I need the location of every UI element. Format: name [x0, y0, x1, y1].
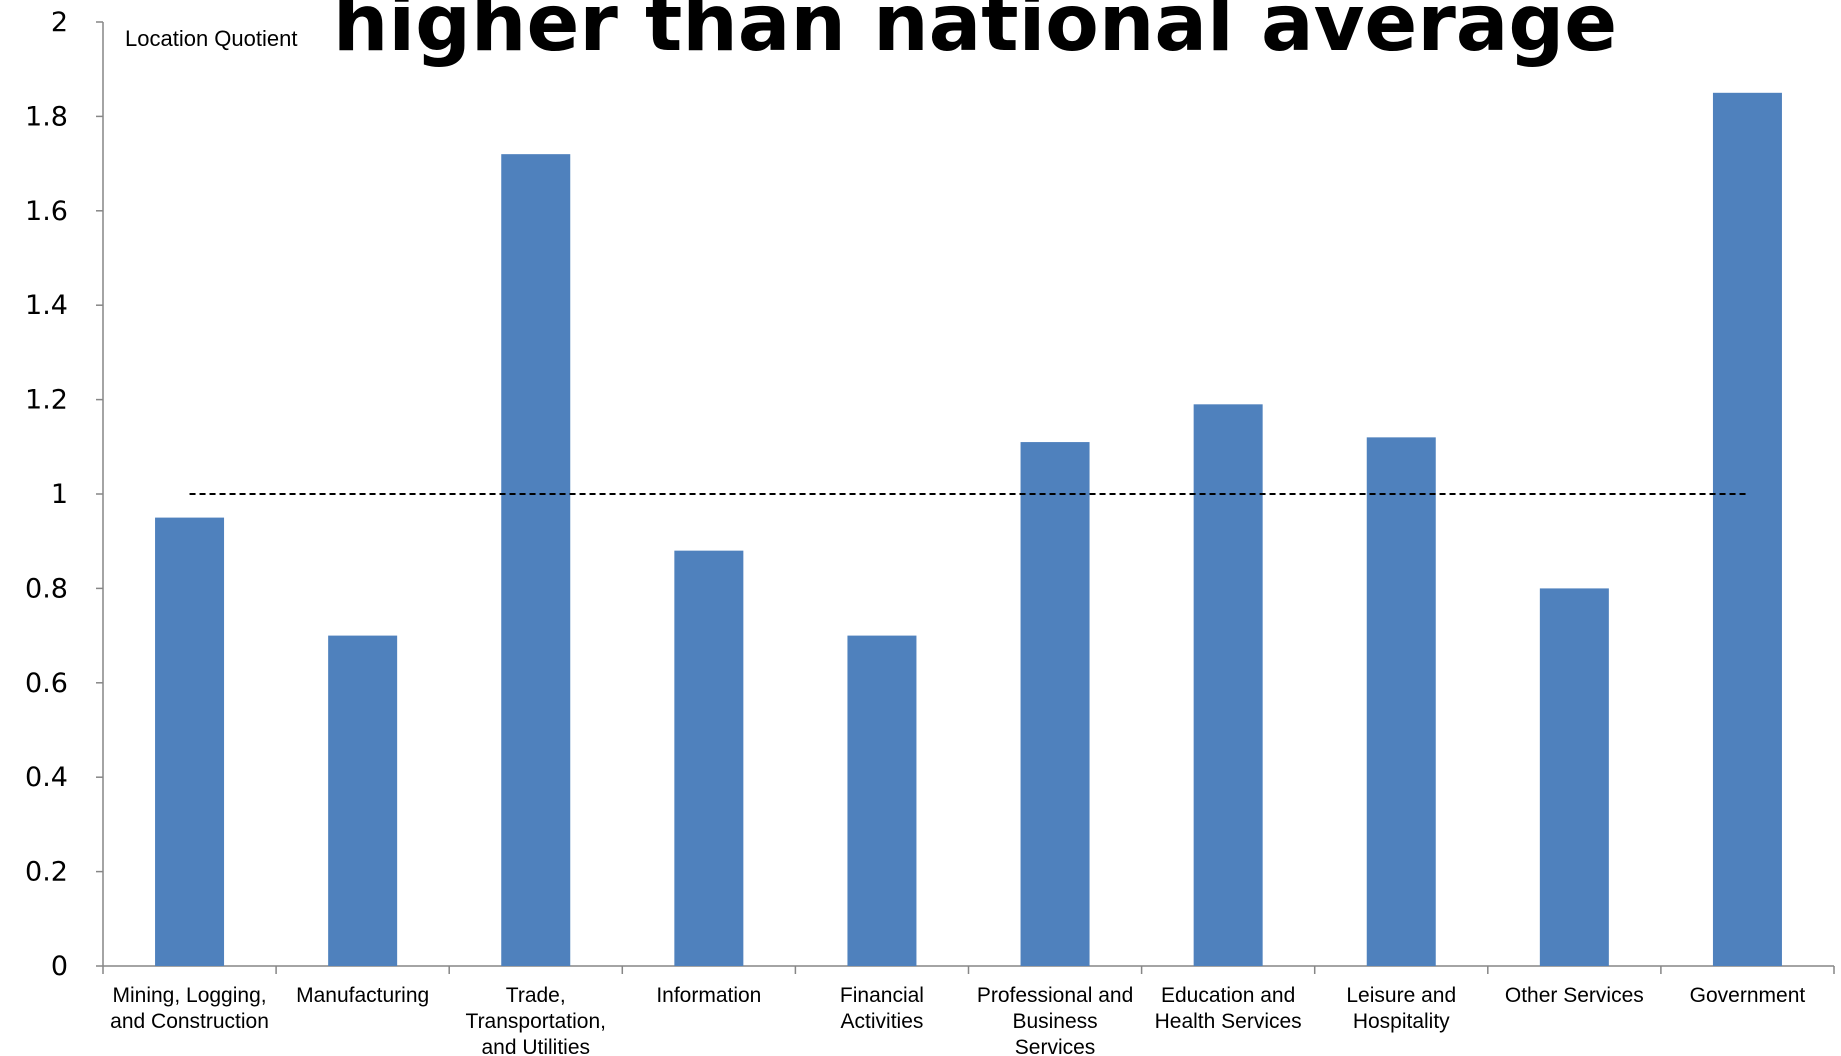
chart-title: higher than national average [333, 0, 1617, 69]
y-axis-label: Location Quotient [125, 26, 297, 51]
x-tick-label: Education and Health Services [1155, 984, 1302, 1033]
x-tick-label: Government [1690, 984, 1806, 1007]
x-tick-label-line: Professional and [977, 984, 1133, 1007]
x-tick-label: Trade, Transportation, and Utilities [466, 984, 606, 1056]
x-tick-label: Information [656, 984, 761, 1007]
x-tick-label-line: Leisure and [1346, 984, 1456, 1007]
x-ticks: Mining, Logging, and Construction Manufact… [102, 966, 1835, 1056]
y-tick-label: 0.2 [25, 857, 68, 888]
bars [155, 92, 1782, 967]
x-tick-label-line: Mining, Logging, [112, 984, 266, 1007]
y-tick-label: 1.2 [25, 385, 68, 416]
bar [501, 154, 571, 966]
x-tick-label-line: Health Services [1155, 1010, 1302, 1033]
x-tick-label-line: and Utilities [481, 1036, 590, 1056]
bar [1020, 442, 1090, 967]
bar [674, 550, 744, 966]
x-tick-label-line: Activities [841, 1010, 924, 1033]
y-tick-label: 1.8 [25, 101, 68, 132]
x-tick-label: Manufacturing [296, 984, 429, 1007]
y-tick-label: 1.6 [25, 196, 68, 227]
x-tick-label: Professional and Business Services [977, 984, 1133, 1056]
bar [847, 635, 917, 966]
x-tick-label-line: Hospitality [1353, 1010, 1450, 1033]
bar [1366, 437, 1436, 966]
x-tick-label: Leisure and Hospitality [1346, 984, 1456, 1033]
x-tick-label-line: Trade, [506, 984, 566, 1007]
bar [1539, 588, 1609, 966]
x-tick-label-line: Other Services [1505, 984, 1644, 1007]
x-tick-label: Financial Activities [840, 984, 924, 1033]
x-tick-label-line: Government [1690, 984, 1806, 1007]
bar [1193, 404, 1263, 966]
y-tick-label: 0 [51, 951, 68, 982]
y-tick-label: 2 [51, 7, 68, 38]
x-tick-label-line: Services [1015, 1036, 1096, 1056]
y-tick-label: 0.6 [25, 668, 68, 699]
y-tick-label: 1 [51, 479, 68, 510]
y-tick-label: 0.8 [25, 573, 68, 604]
x-tick-label: Other Services [1505, 984, 1644, 1007]
y-ticks: 0 0.2 0.4 0.6 0.8 1 1.2 1.4 1.6 1.8 2 [25, 7, 103, 982]
bar [155, 517, 225, 966]
bar [1712, 92, 1782, 967]
y-tick-label: 1.4 [25, 290, 68, 321]
x-tick-label-line: Information [656, 984, 761, 1007]
x-tick-label: Mining, Logging, and Construction [110, 984, 269, 1033]
y-tick-label: 0.4 [25, 762, 68, 793]
x-tick-label-line: Financial [840, 984, 924, 1007]
x-tick-label-line: and Construction [110, 1010, 269, 1033]
x-tick-label-line: Manufacturing [296, 984, 429, 1007]
x-tick-label-line: Transportation, [466, 1010, 606, 1033]
bar [328, 635, 398, 966]
x-tick-label-line: Business [1012, 1010, 1097, 1033]
x-tick-label-line: Education and [1161, 984, 1295, 1007]
